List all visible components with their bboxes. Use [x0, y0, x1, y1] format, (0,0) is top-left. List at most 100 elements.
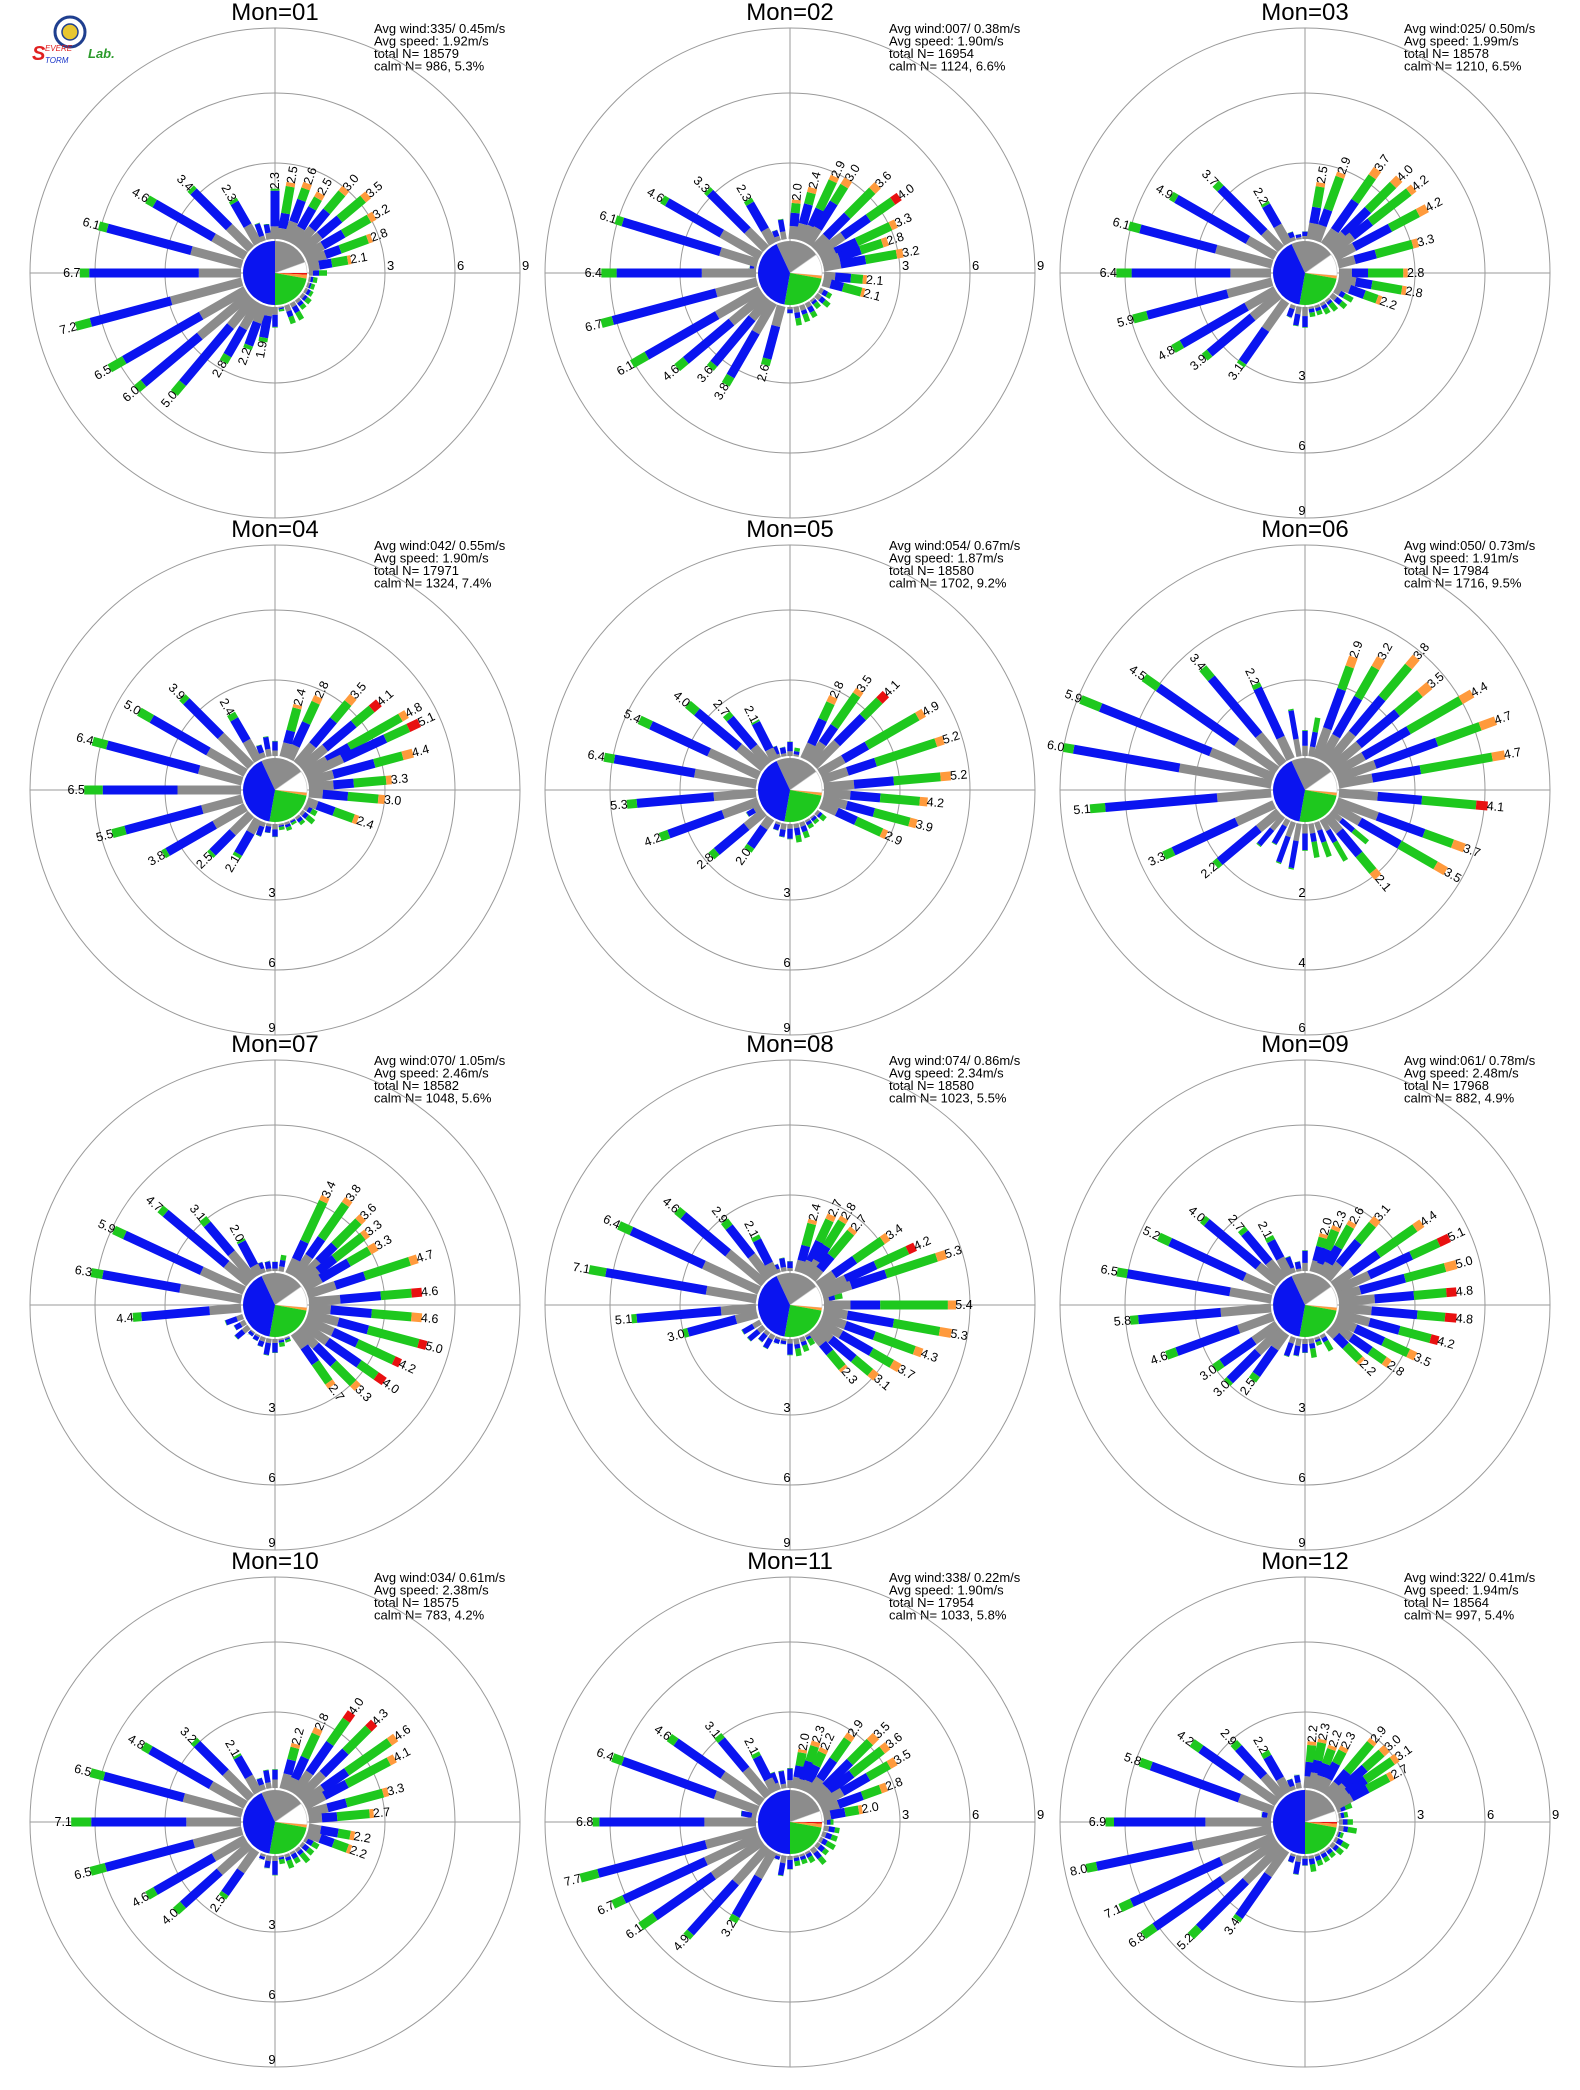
- wind-rose-bar-segment: [297, 206, 317, 231]
- calm-pie-slice: [1299, 1305, 1337, 1337]
- wind-rose-bar-segment: [1264, 1234, 1276, 1244]
- wind-rose-bar-segment: [732, 1844, 771, 1886]
- wind-rose-bar-segment: [308, 1813, 323, 1824]
- wind-rose-bar-segment: [756, 1324, 766, 1334]
- wind-rose-bar-segment: [799, 303, 807, 312]
- bar-value-label: 3.3: [390, 771, 409, 786]
- wind-rose-bar-segment: [1362, 1757, 1395, 1784]
- wind-rose-bar-segment: [865, 197, 896, 222]
- calm-pie-slice: [776, 241, 817, 273]
- wind-rose-bar-segment: [743, 808, 767, 830]
- wind-rose-bar-segment: [793, 1857, 800, 1862]
- wind-rose-bar-segment: [1349, 218, 1374, 240]
- wind-rose-bar-segment: [1375, 294, 1383, 305]
- wind-rose-bar-segment: [311, 695, 323, 705]
- wind-rose-bar-segment: [292, 1239, 309, 1262]
- calm-pie-slice: [1304, 771, 1338, 794]
- wind-rose-bar-segment: [1219, 1832, 1277, 1866]
- bar-value-label: 6.1: [1111, 215, 1131, 233]
- wind-rose-bar-segment: [347, 791, 379, 804]
- wind-rose-bar-segment: [1361, 726, 1411, 761]
- bar-value-label: 3.2: [901, 243, 921, 260]
- wind-rose-bar-segment: [1283, 1341, 1294, 1357]
- wind-rose-bar-segment: [1369, 1216, 1381, 1228]
- wind-rose-bar-segment: [1381, 1356, 1392, 1368]
- wind-rose-bar-segment: [1475, 800, 1488, 811]
- bar-value-label: 4.2: [911, 1233, 933, 1253]
- calm-pie-slice: [789, 771, 823, 794]
- wind-rose-bar-segment: [1138, 1307, 1222, 1325]
- wind-rose-bar-segment: [311, 1727, 323, 1737]
- wind-rose-bar-segment: [817, 755, 846, 777]
- calm-pie-slice: [789, 254, 823, 277]
- bar-value-label: 7.1: [55, 1815, 72, 1829]
- calm-n-stat: calm N= 1124, 6.6%: [889, 59, 1006, 74]
- avg-wind-stat: Avg wind:070/ 1.05m/s: [374, 1053, 506, 1068]
- wind-rose-bar-segment: [780, 753, 787, 757]
- wind-rose-bar-segment: [1308, 746, 1316, 757]
- wind-rose-bar-segment: [919, 796, 928, 807]
- bar-value-label: 2.8: [368, 226, 389, 245]
- wind-rose-bar-segment: [305, 1281, 337, 1299]
- wind-rose-bar-segment: [1329, 809, 1343, 823]
- wind-rose-bar-segment: [802, 1344, 810, 1353]
- wind-rose-bar-segment: [1421, 795, 1477, 810]
- calm-pie-slice: [758, 1790, 790, 1854]
- wind-rose-bar-segment: [290, 1770, 314, 1797]
- bar-value-label: 2.8: [827, 679, 847, 701]
- wind-rose-bar-segment: [800, 825, 808, 833]
- bar-value-label: 2.3: [809, 1724, 828, 1745]
- wind-rose-bar-segment: [799, 1855, 807, 1861]
- wind-rose-bar-segment: [258, 1783, 266, 1792]
- avg-speed-stat: Avg speed: 1.94m/s: [1404, 1583, 1519, 1598]
- wind-rose-bar-segment: [308, 208, 331, 232]
- wind-rose-bar-segment: [1318, 733, 1341, 763]
- wind-rose-bar-segment: [915, 708, 926, 721]
- bar-value-label: 2.0: [796, 1732, 813, 1752]
- chart-title: Mon=10: [231, 1548, 318, 1575]
- wind-rose-bar-segment: [208, 1781, 248, 1809]
- wind-rose-bar-segment: [299, 1851, 311, 1864]
- wind-rose-bar-segment: [721, 797, 760, 819]
- wind-rose-bar-segment: [228, 197, 239, 206]
- wind-rose-bar-segment: [823, 1825, 830, 1832]
- chart-title: Mon=08: [746, 1031, 833, 1058]
- wind-rose-bar-segment: [203, 1221, 235, 1257]
- bar-value-label: 7.7: [563, 1871, 583, 1889]
- wind-rose-bar-segment: [815, 1270, 837, 1290]
- wind-rose-bar-segment: [1340, 1841, 1350, 1850]
- wind-rose-bar-segment: [1215, 244, 1274, 269]
- wind-rose-bar-segment: [330, 1360, 357, 1387]
- avg-wind-stat: Avg wind:054/ 0.67m/s: [889, 538, 1021, 553]
- calm-pie-slice: [1305, 1822, 1337, 1828]
- wind-rose-bar-segment: [1129, 1315, 1139, 1325]
- wind-rose-bar-segment: [1412, 1219, 1425, 1232]
- wind-rose-bar-segment: [1335, 171, 1346, 179]
- wind-rose-bar-segment: [1285, 1256, 1295, 1270]
- wind-rose-bar-segment: [406, 718, 422, 732]
- wind-rose-bar-segment: [201, 794, 244, 814]
- bar-value-label: 2.7: [825, 1197, 845, 1219]
- wind-rose-bar-segment: [332, 759, 376, 779]
- wind-rose-bar-segment: [290, 1852, 299, 1860]
- avg-wind-stat: Avg wind:034/ 0.61m/s: [374, 1570, 506, 1585]
- wind-rose-bar-segment: [322, 1779, 349, 1800]
- wind-rose-bar-segment: [1343, 1811, 1349, 1818]
- wind-rose-bar-segment: [750, 744, 772, 767]
- wind-rose-bar-segment: [1293, 1345, 1301, 1356]
- wind-rose-bar-segment: [829, 1737, 852, 1763]
- wind-rose-bar-segment: [838, 1330, 874, 1356]
- wind-rose-bar-segment: [736, 743, 767, 772]
- bar-value-label: 3.3: [1415, 232, 1435, 250]
- wind-rose-bar-segment: [1367, 1347, 1387, 1365]
- wind-rose-bar-segment: [237, 1847, 260, 1874]
- chart-title: Mon=11: [747, 1548, 833, 1575]
- wind-rose-bar-segment: [828, 174, 839, 184]
- wind-rose-bar-segment: [1323, 1261, 1343, 1282]
- wind-rose-bar-segment: [773, 823, 781, 831]
- wind-rose-bar-segment: [1446, 1287, 1457, 1298]
- wind-rose-bar-segment: [263, 223, 271, 234]
- wind-rose-bar-segment: [1373, 737, 1439, 769]
- avg-speed-stat: Avg speed: 1.90m/s: [374, 551, 489, 566]
